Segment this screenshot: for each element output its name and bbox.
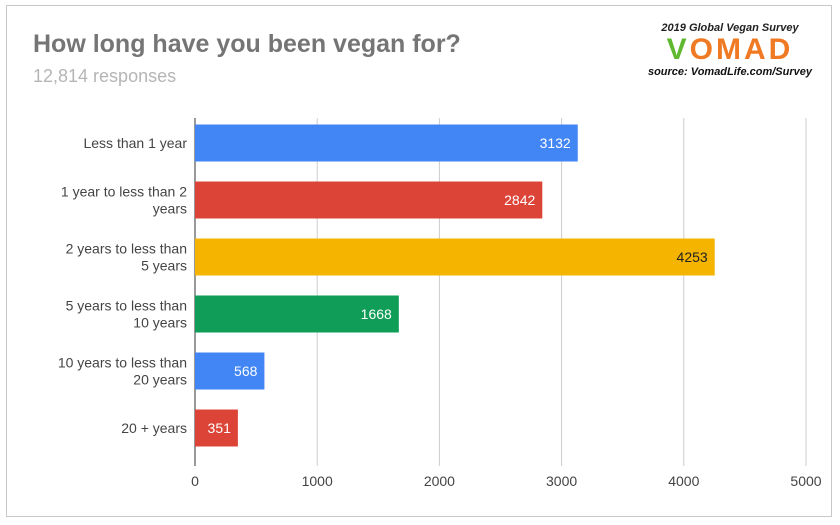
response-count: 12,814 responses <box>33 66 177 86</box>
data-label: 3132 <box>540 135 571 151</box>
data-label: 4253 <box>677 249 708 265</box>
bar <box>195 181 543 219</box>
logo-brand: VOMAD <box>666 33 794 66</box>
category-label: 20 + years <box>121 420 187 436</box>
category-label: years <box>153 201 187 217</box>
category-label: Less than 1 year <box>83 135 187 151</box>
data-label: 568 <box>234 363 258 379</box>
vomad-logo: 2019 Global Vegan Survey VOMAD source: V… <box>640 22 820 78</box>
category-label: 5 years <box>141 258 187 274</box>
chart-title: How long have you been vegan for? <box>33 30 461 58</box>
x-tick-label: 2000 <box>424 473 455 489</box>
category-label: 5 years to less than <box>66 298 187 314</box>
x-tick-label: 5000 <box>790 473 821 489</box>
bar <box>195 352 265 390</box>
data-label: 1668 <box>361 306 392 322</box>
data-label: 351 <box>208 420 232 436</box>
x-tick-label: 3000 <box>546 473 577 489</box>
x-tick-label: 1000 <box>302 473 333 489</box>
bar <box>195 124 578 162</box>
category-label: 10 years to less than <box>58 355 187 371</box>
logo-heading: 2019 Global Vegan Survey <box>661 22 799 34</box>
x-tick-label: 0 <box>191 473 199 489</box>
bar <box>195 409 238 447</box>
category-label: 2 years to less than <box>66 241 187 257</box>
data-label: 2842 <box>504 192 535 208</box>
bar <box>195 295 399 333</box>
bar <box>195 238 715 276</box>
logo-source: source: VomadLife.com/Survey <box>647 66 813 78</box>
category-label: 1 year to less than 2 <box>61 184 187 200</box>
category-label: 10 years <box>133 315 187 331</box>
x-tick-label: 4000 <box>668 473 699 489</box>
category-label: 20 years <box>133 372 187 388</box>
